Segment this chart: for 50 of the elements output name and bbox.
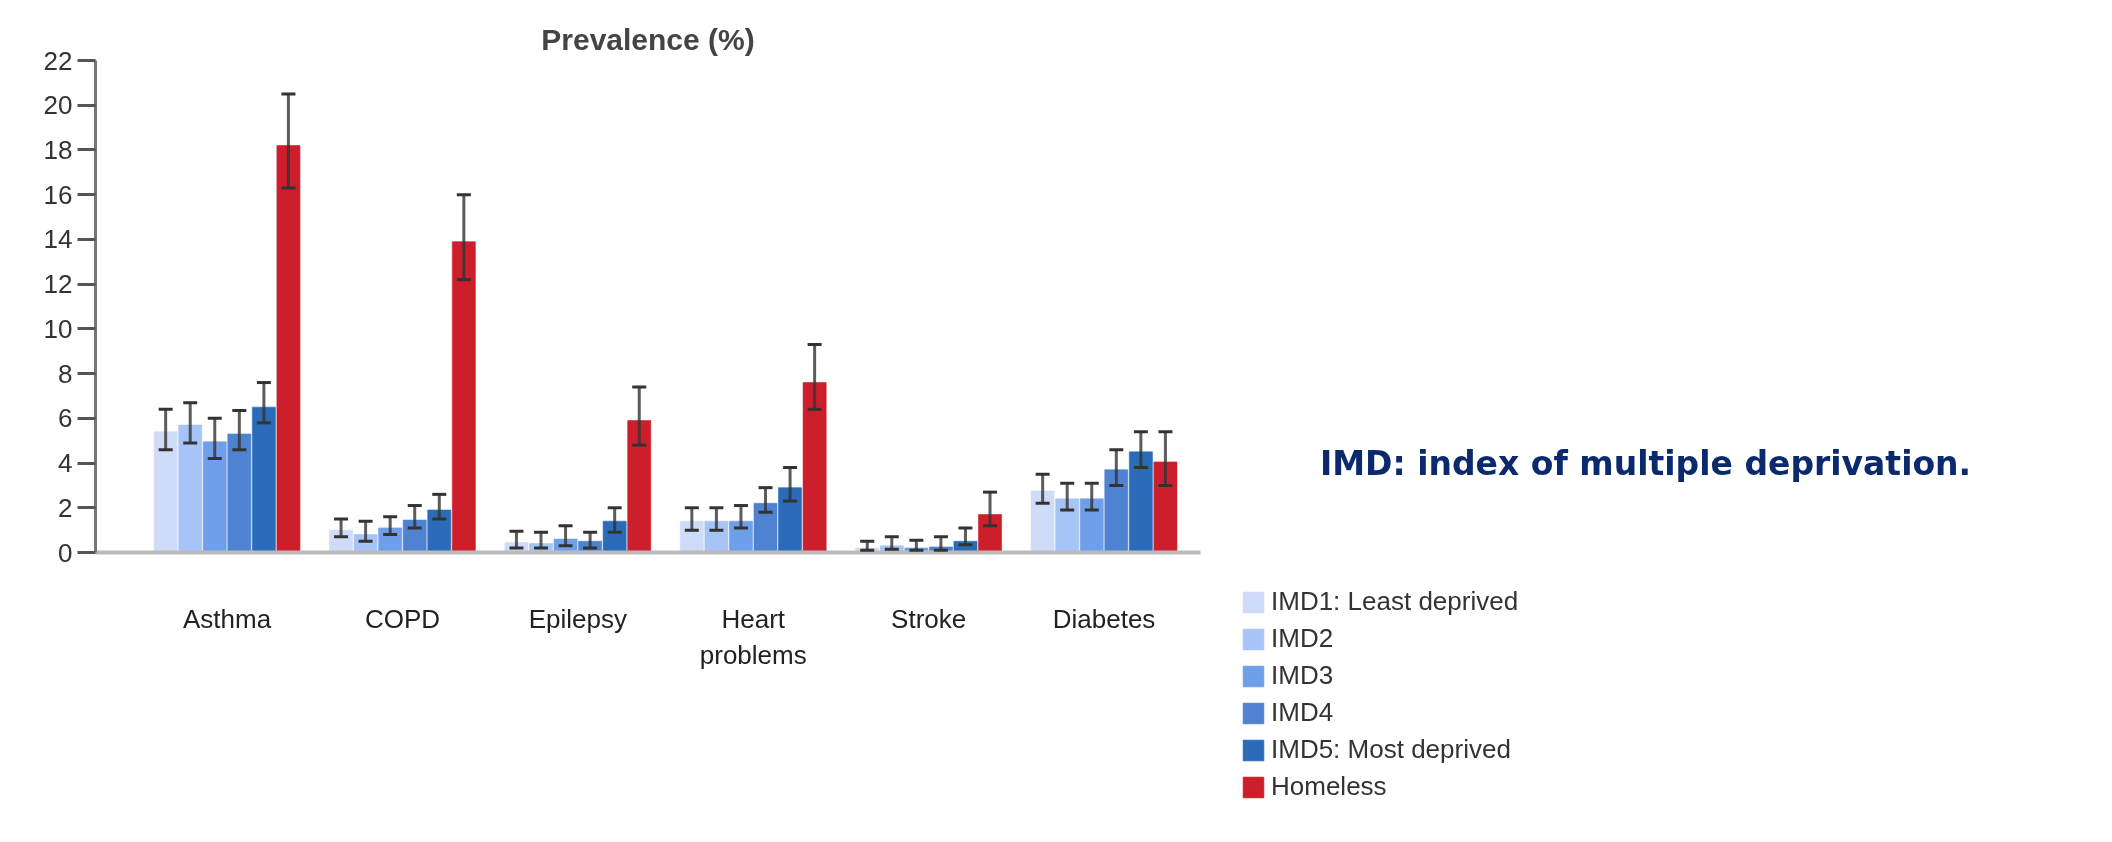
x-tick-label: COPD: [364, 603, 441, 634]
bar: [977, 513, 1003, 553]
y-tick-label: 6: [58, 403, 73, 434]
bar: [153, 431, 178, 553]
bar: [1153, 461, 1178, 553]
bar: [627, 420, 652, 553]
legend-label: IMD5: Most deprived: [1271, 734, 1511, 765]
y-tick-label: 14: [43, 224, 73, 255]
bar: [1079, 498, 1104, 553]
bar: [227, 433, 252, 553]
bar: [602, 520, 627, 553]
bar: [178, 424, 203, 553]
bar: [251, 406, 276, 553]
y-tick-label: 20: [43, 90, 73, 121]
bar: [1128, 451, 1153, 553]
legend-label: IMD3: [1271, 660, 1334, 691]
x-tick-label: Asthma: [182, 603, 272, 634]
bar: [1030, 490, 1055, 553]
y-tick-label: 2: [58, 492, 73, 523]
bar: [427, 509, 452, 553]
bar: [402, 519, 427, 553]
legend-label: IMD4: [1271, 697, 1334, 728]
x-tick-label: Stroke: [891, 603, 967, 634]
bar: [753, 502, 778, 553]
y-tick-label: 8: [58, 358, 73, 389]
x-tick-label: Diabetes: [1052, 603, 1156, 634]
x-tick-label: Epilepsy: [528, 603, 627, 634]
bar: [802, 382, 827, 553]
x-tick-label: Heart problems: [699, 603, 807, 670]
y-tick-label: 22: [43, 45, 73, 76]
chart-title: Prevalence (%): [541, 22, 755, 56]
bar: [1055, 498, 1080, 553]
bar: [276, 144, 301, 553]
y-tick-label: 12: [43, 269, 73, 300]
y-tick-label: 0: [58, 537, 73, 568]
bar: [778, 487, 803, 553]
legend-label: Homeless: [1271, 771, 1387, 802]
text: IMD: index of multiple deprivation.: [1320, 443, 1972, 485]
bar: [704, 520, 729, 553]
y-tick-label: 10: [43, 313, 73, 344]
bar: [451, 241, 476, 553]
y-tick-label: 4: [58, 448, 73, 479]
y-tick-label: 16: [43, 179, 73, 210]
bar: [202, 441, 227, 553]
legend-label: IMD1: Least deprived: [1271, 586, 1519, 617]
bar: [378, 527, 403, 553]
y-tick-label: 18: [43, 134, 73, 165]
legend-label: IMD2: [1271, 623, 1334, 654]
bar: [1104, 469, 1129, 553]
bar: [728, 520, 753, 553]
